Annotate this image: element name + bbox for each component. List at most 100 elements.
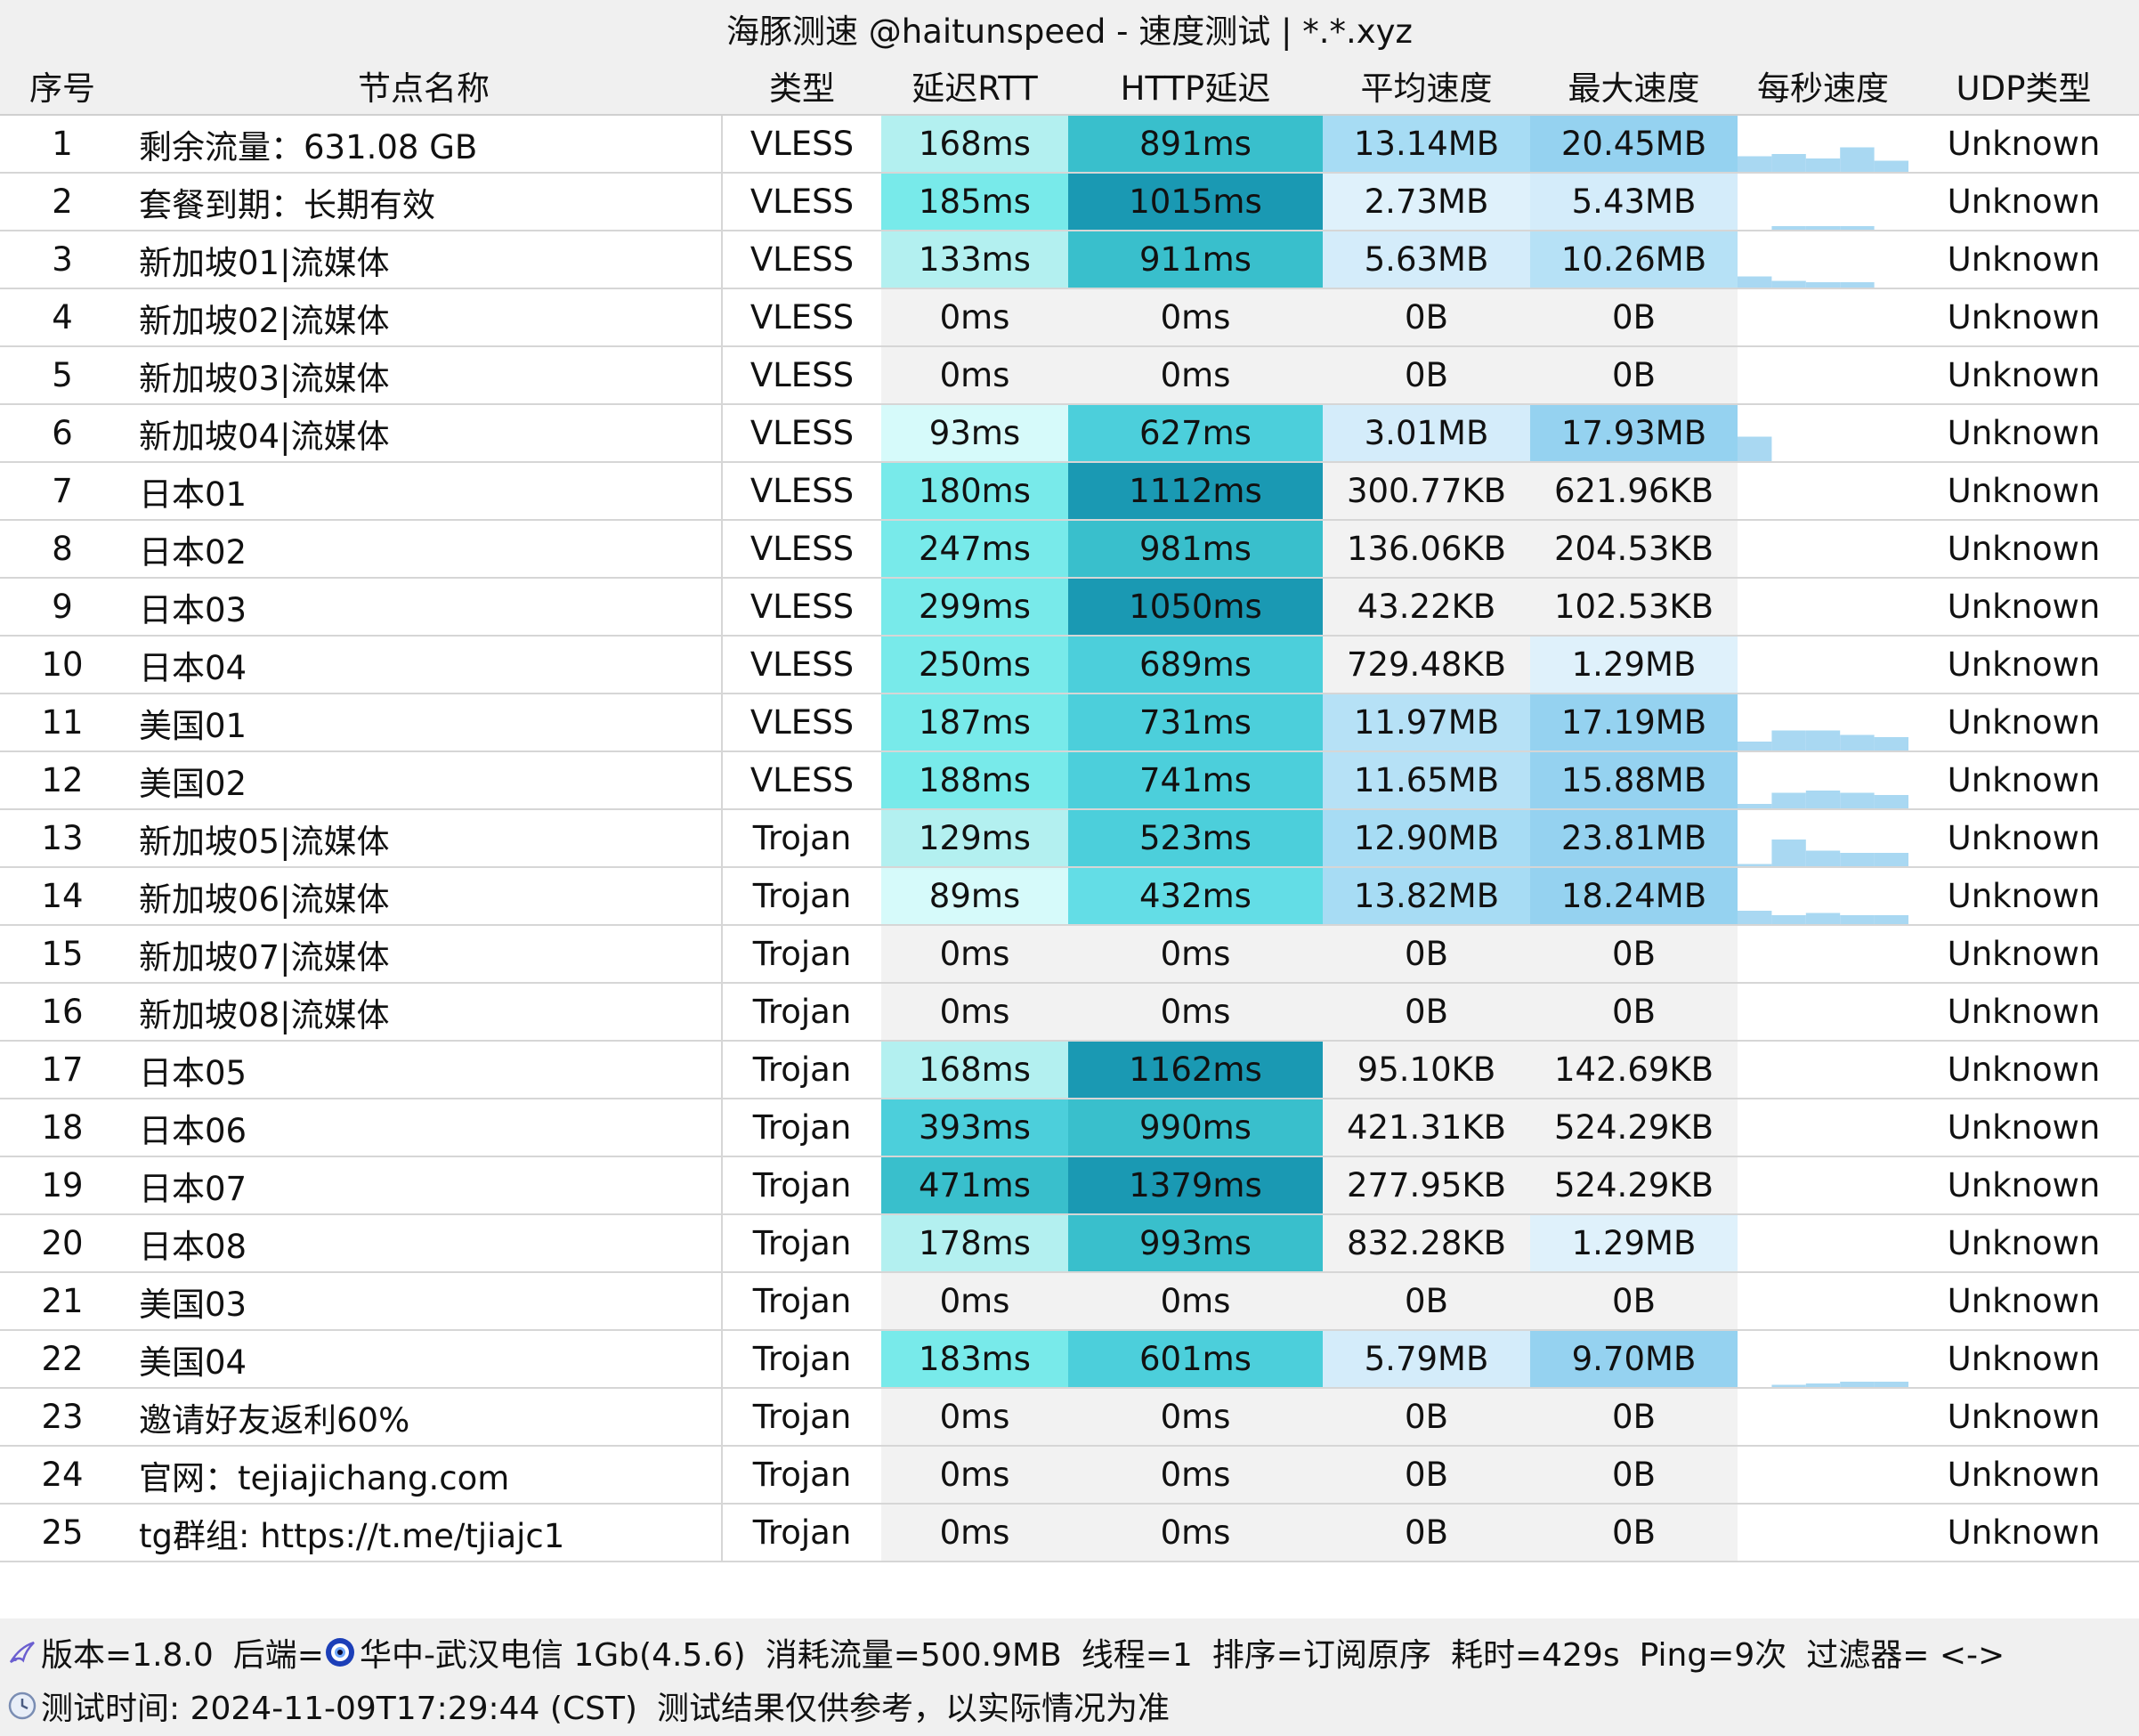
table-row[interactable]: 25 tg群组: https://t.me/tjiajc1 Trojan 0ms 0ms… [0, 1505, 2139, 1562]
column-header-index[interactable]: 序号 [29, 69, 95, 108]
speed-sample-bar [1771, 915, 1806, 924]
cell-max-speed: 102.53KB [1530, 579, 1738, 635]
table-row[interactable]: 19 日本07 Trojan 471ms 1379ms 277.95KB 524.29KB U… [0, 1157, 2139, 1215]
cell-node-name: 美国04 [125, 1331, 723, 1387]
cell-udp-type: Unknown [1947, 645, 2101, 684]
table-row[interactable]: 13 新加坡05|流媒体 Trojan 129ms 523ms 12.90MB 23.81M… [0, 810, 2139, 868]
cell-max-speed: 17.19MB [1530, 694, 1738, 750]
table-row[interactable]: 21 美国03 Trojan 0ms 0ms 0B 0B Unknown [0, 1273, 2139, 1331]
speed-sample-bar [1771, 1384, 1806, 1387]
table-row[interactable]: 5 新加坡03|流媒体 VLESS 0ms 0ms 0B 0B Unknown [0, 347, 2139, 405]
cell-type: VLESS [749, 183, 855, 221]
cell-index: 11 [41, 703, 84, 742]
table-row[interactable]: 16 新加坡08|流媒体 Trojan 0ms 0ms 0B 0B Unknown [0, 984, 2139, 1042]
table-row[interactable]: 3 新加坡01|流媒体 VLESS 133ms 911ms 5.63MB 10.26MB Un… [0, 231, 2139, 289]
table-row[interactable]: 17 日本05 Trojan 168ms 1162ms 95.10KB 142.69KB Un… [0, 1042, 2139, 1099]
cell-rtt: 299ms [881, 579, 1068, 635]
cell-avg-speed: 0B [1323, 347, 1530, 403]
table-row[interactable]: 23 邀请好友返利60% Trojan 0ms 0ms 0B 0B Unknown [0, 1389, 2139, 1447]
cell-rtt: 188ms [881, 752, 1068, 808]
speed-sample-bar [1874, 915, 1908, 924]
cell-max-speed: 0B [1530, 289, 1738, 345]
cell-avg-speed: 0B [1323, 926, 1530, 982]
table-row[interactable]: 7 日本01 VLESS 180ms 1112ms 300.77KB 621.96KB Unk… [0, 463, 2139, 521]
table-row[interactable]: 1 剩余流量：631.08 GB VLESS 168ms 891ms 13.14MB 20.… [0, 116, 2139, 174]
cell-avg-speed: 729.48KB [1323, 637, 1530, 693]
cell-http-latency: 981ms [1068, 521, 1323, 577]
column-header-udp-type[interactable]: UDP类型 [1956, 69, 2092, 108]
speed-sample-bar [1840, 734, 1875, 750]
speed-sample-bar [1840, 147, 1875, 172]
cell-http-latency: 0ms [1068, 289, 1323, 345]
table-row[interactable]: 24 官网：tejiajichang.com Trojan 0ms 0ms 0B 0B Unk… [0, 1447, 2139, 1505]
table-row[interactable]: 12 美国02 VLESS 188ms 741ms 11.65MB 15.88MB Unkno… [0, 752, 2139, 810]
cell-node-name: 日本05 [125, 1042, 723, 1098]
cell-node-name: tg群组: https://t.me/tjiajc1 [125, 1505, 723, 1561]
cell-per-second-speed [1738, 1042, 1908, 1098]
table-row[interactable]: 11 美国01 VLESS 187ms 731ms 11.97MB 17.19MB Unkno… [0, 694, 2139, 752]
speed-sample-bar [1805, 913, 1841, 924]
table-row[interactable]: 22 美国04 Trojan 183ms 601ms 5.79MB 9.70MB Unknow… [0, 1331, 2139, 1389]
speed-sample-bar [1738, 804, 1772, 808]
cell-http-latency: 1112ms [1068, 463, 1323, 519]
cell-index: 25 [41, 1513, 84, 1552]
cell-node-name: 新加坡02|流媒体 [125, 289, 723, 345]
cell-avg-speed: 12.90MB [1323, 810, 1530, 866]
cell-avg-speed: 3.01MB [1323, 405, 1530, 461]
cell-http-latency: 523ms [1068, 810, 1323, 866]
speed-sample-bar [1771, 226, 1806, 230]
cell-rtt: 0ms [881, 984, 1068, 1040]
cell-http-latency: 993ms [1068, 1215, 1323, 1271]
table-row[interactable]: 9 日本03 VLESS 299ms 1050ms 43.22KB 102.53KB Unkn… [0, 579, 2139, 637]
column-header-http-latency[interactable]: HTTP延迟 [1120, 69, 1271, 108]
cell-rtt: 168ms [881, 1042, 1068, 1098]
speed-sparkline [1738, 1042, 1908, 1098]
cell-index: 6 [52, 414, 73, 452]
cell-http-latency: 1050ms [1068, 579, 1323, 635]
cell-max-speed: 0B [1530, 1447, 1738, 1503]
table-row[interactable]: 20 日本08 Trojan 178ms 993ms 832.28KB 1.29MB Unkn… [0, 1215, 2139, 1273]
cell-index: 3 [52, 240, 73, 279]
speed-sparkline [1738, 984, 1908, 1040]
speed-sample-bar [1840, 915, 1875, 924]
cell-http-latency: 1379ms [1068, 1157, 1323, 1213]
speed-sparkline [1771, 1382, 1908, 1387]
speed-sample-bar [1805, 282, 1841, 288]
cell-avg-speed: 0B [1323, 1389, 1530, 1445]
table-row[interactable]: 14 新加坡06|流媒体 Trojan 89ms 432ms 13.82MB 18.24MB… [0, 868, 2139, 926]
cell-udp-type: Unknown [1947, 877, 2101, 915]
cell-rtt: 185ms [881, 174, 1068, 230]
cell-http-latency: 0ms [1068, 984, 1323, 1040]
window-title: 海豚测速 @haitunspeed - 速度测试 | *.*.xyz [726, 12, 1413, 51]
speed-sample-bar [1840, 853, 1875, 866]
column-header-avg-speed[interactable]: 平均速度 [1360, 69, 1493, 108]
column-header-node-name[interactable]: 节点名称 [358, 69, 490, 108]
cell-rtt: 183ms [881, 1331, 1068, 1387]
cell-node-name: 官网：tejiajichang.com [125, 1447, 723, 1503]
table-row[interactable]: 6 新加坡04|流媒体 VLESS 93ms 627ms 3.01MB 17.93MB Unk… [0, 405, 2139, 463]
column-header-type[interactable]: 类型 [769, 69, 835, 108]
cell-avg-speed: 95.10KB [1323, 1042, 1530, 1098]
cell-avg-speed: 43.22KB [1323, 579, 1530, 635]
cell-max-speed: 621.96KB [1530, 463, 1738, 519]
cell-http-latency: 689ms [1068, 637, 1323, 693]
cell-index: 20 [41, 1224, 84, 1262]
column-header-per-second-speed[interactable]: 每秒速度 [1757, 69, 1889, 108]
table-row[interactable]: 10 日本04 VLESS 250ms 689ms 729.48KB 1.29MB Unkno… [0, 637, 2139, 694]
column-header-max-speed[interactable]: 最大速度 [1568, 69, 1700, 108]
table-row[interactable]: 18 日本06 Trojan 393ms 990ms 421.31KB 524.29KB Un… [0, 1099, 2139, 1157]
cell-max-speed: 524.29KB [1530, 1099, 1738, 1156]
speed-sample-bar [1805, 1383, 1841, 1387]
footer-info-line: 版本=1.8.0 后端= 华中-武汉电信 1Gb(4.5.6) 消耗流量=500… [7, 1627, 2005, 1677]
cell-udp-type: Unknown [1947, 1456, 2101, 1494]
table-header: 序号 节点名称 类型 延迟RTT HTTP延迟 平均速度 最大速度 每秒速度 U… [0, 57, 2139, 116]
table-row[interactable]: 15 新加坡07|流媒体 Trojan 0ms 0ms 0B 0B Unknown [0, 926, 2139, 984]
cell-rtt: 89ms [881, 868, 1068, 924]
column-header-rtt[interactable]: 延迟RTT [912, 69, 1038, 108]
speed-sparkline [1738, 276, 1875, 288]
cell-per-second-speed [1738, 694, 1908, 750]
cell-type: Trojan [752, 993, 852, 1031]
table-row[interactable]: 4 新加坡02|流媒体 VLESS 0ms 0ms 0B 0B Unknown [0, 289, 2139, 347]
table-row[interactable]: 8 日本02 VLESS 247ms 981ms 136.06KB 204.53KB Unkn… [0, 521, 2139, 579]
table-row[interactable]: 2 套餐到期：长期有效 VLESS 185ms 1015ms 2.73MB 5.43MB Un… [0, 174, 2139, 231]
